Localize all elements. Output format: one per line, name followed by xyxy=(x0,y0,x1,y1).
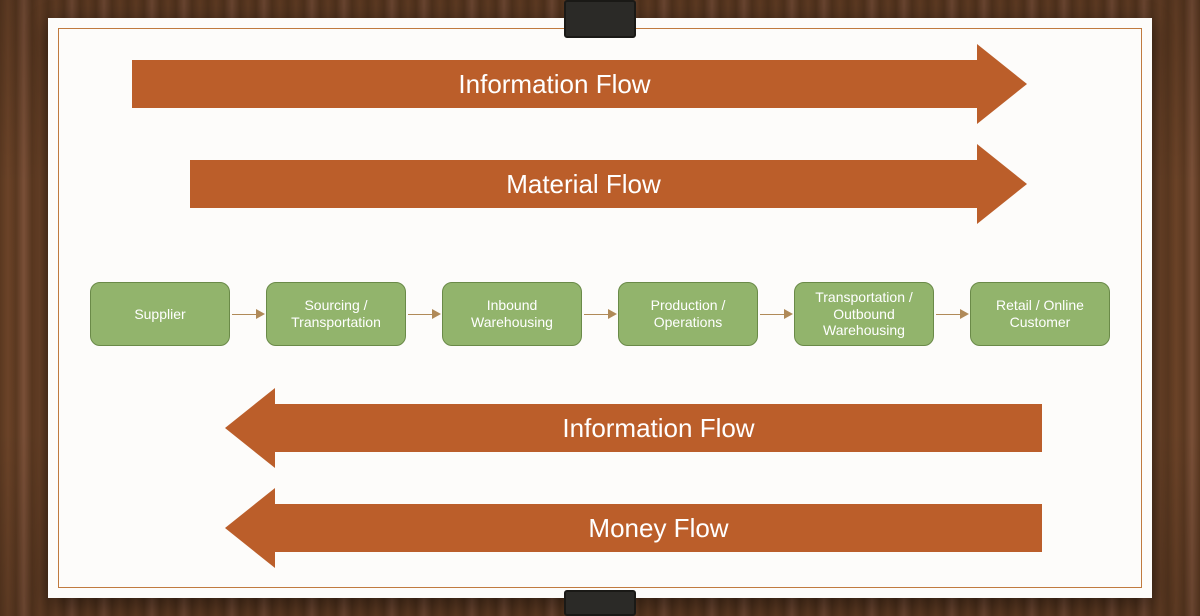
binder-clip-bottom xyxy=(564,590,636,616)
flow-arrow-info-right: Information Flow xyxy=(132,60,1027,108)
diagram-content: Information Flow Material Flow Supplier … xyxy=(60,30,1140,586)
process-node-inbound: Inbound Warehousing xyxy=(442,282,582,346)
flow-arrow-material-right: Material Flow xyxy=(190,160,1027,208)
flow-shaft: Money Flow xyxy=(275,504,1042,552)
arrow-head-right-icon xyxy=(977,44,1027,124)
flow-shaft: Information Flow xyxy=(132,60,977,108)
connector-arrow-icon xyxy=(406,309,442,319)
arrow-head-left-icon xyxy=(225,488,275,568)
binder-clip-top xyxy=(564,0,636,38)
process-row: Supplier Sourcing / Transportation Inbou… xyxy=(90,278,1110,350)
process-node-production: Production / Operations xyxy=(618,282,758,346)
flow-shaft: Material Flow xyxy=(190,160,977,208)
process-node-sourcing: Sourcing / Transportation xyxy=(266,282,406,346)
arrow-head-left-icon xyxy=(225,388,275,468)
process-node-customer: Retail / Online Customer xyxy=(970,282,1110,346)
flow-arrow-money-left: Money Flow xyxy=(225,504,1042,552)
slide-card: Information Flow Material Flow Supplier … xyxy=(48,18,1152,598)
arrow-head-right-icon xyxy=(977,144,1027,224)
flow-shaft: Information Flow xyxy=(275,404,1042,452)
process-node-supplier: Supplier xyxy=(90,282,230,346)
connector-arrow-icon xyxy=(230,309,266,319)
connector-arrow-icon xyxy=(582,309,618,319)
process-node-outbound: Transportation / Outbound Warehousing xyxy=(794,282,934,346)
connector-arrow-icon xyxy=(758,309,794,319)
flow-arrow-info-left: Information Flow xyxy=(225,404,1042,452)
connector-arrow-icon xyxy=(934,309,970,319)
